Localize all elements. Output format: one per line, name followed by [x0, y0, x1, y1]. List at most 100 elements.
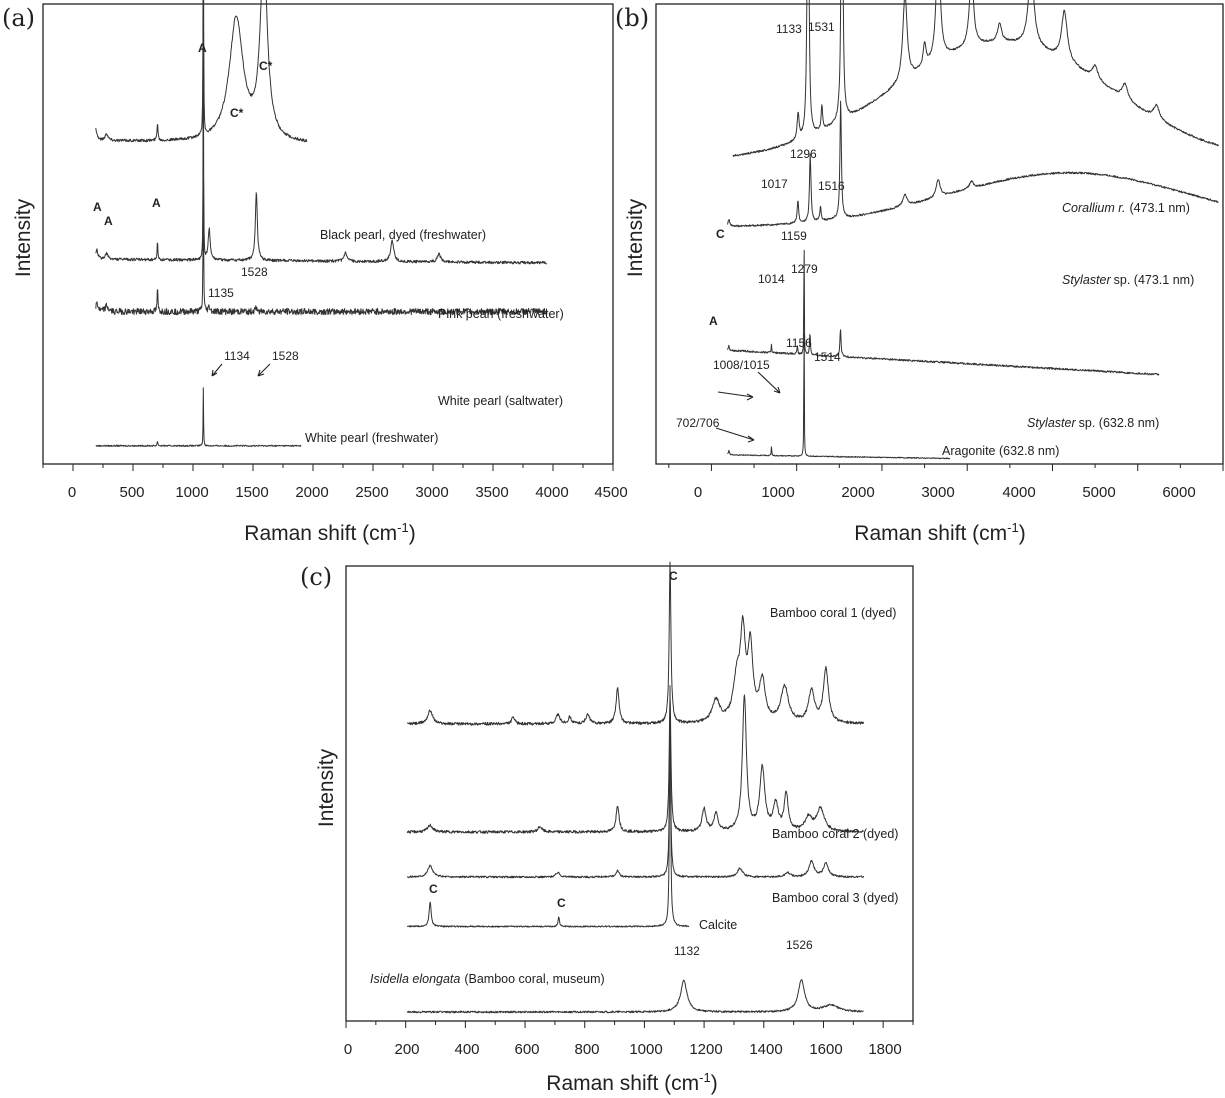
series-label-rest: (473.1 nm): [1129, 201, 1189, 215]
spectrum-line: [95, 109, 548, 316]
panel-a-tick-label: 4000: [535, 484, 568, 501]
spectrum-line: [727, 100, 1219, 228]
panel-b-plot-frame: [655, 3, 1224, 465]
panel-b-tick-label: 0: [694, 484, 702, 501]
annotation-arrow: [717, 391, 754, 401]
panel-b-x-ticks: [668, 464, 1224, 471]
panel-c-x-axis-label: Raman shift (cm-1): [546, 1070, 717, 1095]
panel-c-tick-label: 1600: [809, 1041, 842, 1058]
peak-annotation: A: [709, 314, 718, 328]
panel-c-tick-label: 1000: [629, 1041, 662, 1058]
series-label: Corallium r. (473.1 nm): [1062, 201, 1190, 215]
panel-c-tick-label: 1800: [868, 1041, 901, 1058]
panel-b-y-axis-label: Intensity: [624, 198, 647, 277]
panel-a-tick-label: 500: [119, 484, 144, 501]
spectrum-line: [95, 0, 308, 143]
peak-annotation: 1516: [818, 179, 845, 193]
panel-a-x-ticks: [42, 464, 614, 471]
panel-a-tick-label: 4500: [594, 484, 627, 501]
series-label-rest: sp. (473.1 nm): [1114, 273, 1195, 287]
peak-annotation: 1528: [272, 349, 299, 363]
peak-annotation: 1017: [761, 177, 788, 191]
series-label: Stylaster sp. (473.1 nm): [1062, 273, 1194, 287]
series-label: Calcite: [699, 918, 737, 932]
panel-c-tick-label: 400: [454, 1041, 479, 1058]
panel-c-tick-label: 200: [394, 1041, 419, 1058]
spectrum-line: [95, 11, 548, 265]
peak-annotation: 1134: [224, 349, 250, 363]
panel-c-tick-label: 600: [514, 1041, 539, 1058]
peak-annotation: 1014: [758, 272, 785, 286]
panel-a-tick-label: 1000: [175, 484, 208, 501]
panel-c-tick-label: 0: [344, 1041, 352, 1058]
series-label: Stylaster sp. (632.8 nm): [1027, 416, 1159, 430]
spectrum-line: [732, 0, 1220, 157]
peak-annotation: 1135: [208, 286, 234, 300]
panel-b-tick-label: 3000: [921, 484, 954, 501]
panel-a-tick-label: 2500: [355, 484, 388, 501]
panel-c-y-axis-label: Intensity: [315, 748, 338, 827]
peak-annotation: A: [104, 214, 113, 228]
panel-b-tick-label: 6000: [1162, 484, 1195, 501]
peak-annotation: C*: [259, 59, 273, 73]
panel-a-tick-label: 2000: [295, 484, 328, 501]
peak-annotation: C: [557, 896, 566, 910]
peak-annotation: 1133: [776, 22, 802, 36]
annotation-arrow: [715, 427, 755, 443]
panel-b: (b) 0 1000 2000 3000 4000 5000 6000 Rama…: [615, 0, 1224, 545]
series-label-rest: (Bamboo coral, museum): [464, 972, 604, 986]
panel-b-tick-label: 1000: [761, 484, 794, 501]
peak-annotation: 1296: [790, 147, 817, 161]
panel-a-label: (a): [2, 4, 35, 32]
spectrum-line: [406, 741, 865, 879]
peak-annotation: C*: [230, 106, 244, 120]
peak-annotation: C: [669, 569, 678, 583]
series-label-italic: Stylaster: [1062, 273, 1111, 287]
peak-annotation: A: [198, 41, 207, 55]
panel-a-tick-label: 0: [68, 484, 76, 501]
series-label: Isidella elongata (Bamboo coral, museum): [370, 972, 605, 986]
peak-annotation: A: [93, 200, 102, 214]
series-label: Black pearl, dyed (freshwater): [320, 228, 486, 242]
series-label-rest: sp. (632.8 nm): [1079, 416, 1160, 430]
peak-annotation: 1526: [786, 938, 813, 952]
series-label: Bamboo coral 3 (dyed): [772, 891, 898, 905]
panel-a-tick-label: 3500: [475, 484, 508, 501]
spectrum-line: [407, 685, 690, 928]
panel-a-tick-label: 3000: [415, 484, 448, 501]
spectrum-line: [727, 333, 951, 460]
panel-a-y-axis-label: Intensity: [12, 198, 35, 277]
annotation-arrow: [757, 371, 781, 394]
panel-a: (a) 0 500 1000 1500 2000 2500 3000 3500 …: [2, 0, 628, 545]
spectrum-line: [406, 561, 865, 726]
panel-b-tick-label: 2000: [841, 484, 874, 501]
series-label: White pearl (freshwater): [305, 431, 438, 445]
panel-c: (c) 0 200 400 600 800 1000 1200 1400 160…: [300, 561, 914, 1095]
panel-a-plot-frame: [42, 3, 614, 465]
panel-b-label: (b): [615, 4, 649, 32]
peak-annotation: 1514: [814, 350, 841, 364]
annotation-arrow: [211, 363, 223, 377]
peak-annotation: 1008/1015: [713, 358, 770, 372]
series-label-italic: Isidella elongata: [370, 972, 460, 986]
spectrum-line: [406, 694, 864, 834]
peak-annotation: 1279: [791, 262, 818, 276]
series-label: Bamboo coral 2 (dyed): [772, 827, 898, 841]
panel-c-label: (c): [300, 563, 332, 591]
spectrum-line: [406, 979, 864, 1014]
annotation-arrow: [257, 363, 271, 377]
peak-annotation: 1528: [241, 265, 268, 279]
series-label: Aragonite (632.8 nm): [942, 444, 1059, 458]
peak-annotation: 1156: [786, 336, 812, 350]
peak-annotation: 702/706: [676, 416, 720, 430]
series-label: Pink pearl (freshwater): [438, 307, 564, 321]
panel-b-tick-label: 4000: [1002, 484, 1035, 501]
series-label: White pearl (saltwater): [438, 394, 563, 408]
spectrum-line: [727, 249, 1160, 376]
peak-annotation: C: [716, 227, 725, 241]
series-label-italic: Corallium r.: [1062, 201, 1125, 215]
peak-annotation: A: [152, 196, 161, 210]
panel-b-tick-label: 5000: [1082, 484, 1115, 501]
panel-c-tick-label: 1400: [749, 1041, 782, 1058]
